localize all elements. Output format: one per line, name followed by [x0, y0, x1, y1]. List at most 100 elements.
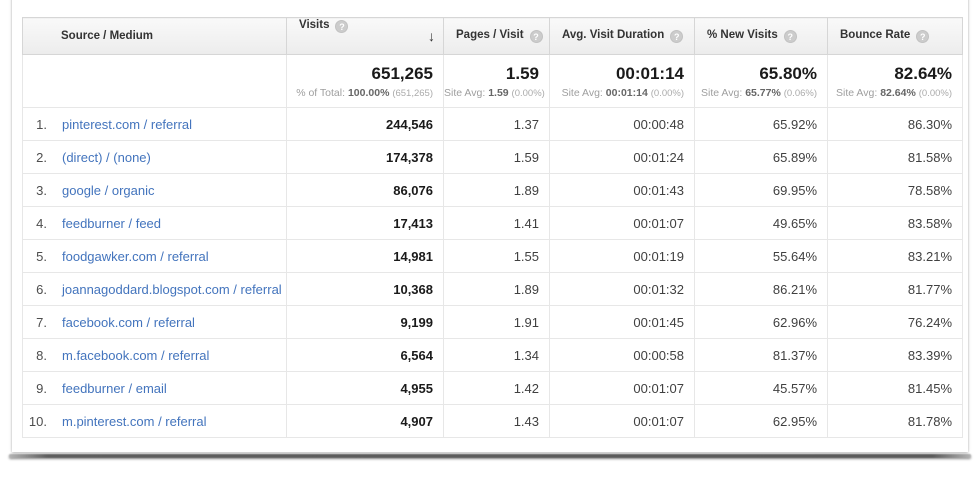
summary-value: 82.64% [894, 64, 952, 83]
help-icon[interactable]: ? [529, 30, 543, 43]
table-row: 6. joannagoddard.blogspot.com / referral … [22, 272, 963, 306]
row-rank: 4. [36, 215, 47, 231]
row-rank: 5. [36, 248, 47, 264]
column-label: Bounce Rate [840, 29, 911, 41]
bounce-rate-cell: 83.58% [827, 206, 963, 240]
summary-subtext: Site Avg: 65.77% (0.06%) [701, 87, 817, 99]
table-row: 10. m.pinterest.com / referral 4,907 1.43… [22, 404, 963, 438]
avg-visit-duration-cell: 00:01:45 [549, 305, 695, 339]
column-header-bounce-rate[interactable]: Bounce Rate? [827, 17, 963, 55]
table-row: 2. (direct) / (none) 174,378 1.59 00:01:2… [22, 140, 963, 174]
source-medium-cell: 4. feedburner / feed [22, 206, 287, 240]
header-row: Source / Medium ↓ Visits? Pages / Visit?… [22, 17, 963, 55]
column-header-visits[interactable]: ↓ Visits? [286, 17, 444, 55]
column-label: Avg. Visit Duration [562, 29, 665, 41]
visits-cell: 174,378 [286, 140, 444, 174]
row-rank: 1. [36, 116, 47, 132]
pct-new-visits-cell: 69.95% [694, 173, 828, 207]
help-icon[interactable]: ? [670, 30, 684, 43]
summary-value: 00:01:14 [615, 64, 684, 83]
summary-subtext: Site Avg: 82.64% (0.00%) [836, 87, 952, 99]
source-medium-link[interactable]: m.pinterest.com / referral [62, 413, 207, 429]
summary-row: 651,265 % of Total: 100.00% (651,265) 1.… [22, 54, 963, 108]
bounce-rate-cell: 83.39% [827, 338, 963, 372]
help-icon[interactable]: ? [916, 30, 930, 43]
pages-per-visit-cell: 1.34 [443, 338, 550, 372]
pct-new-visits-cell: 65.89% [694, 140, 828, 174]
table-row: 4. feedburner / feed 17,413 1.41 00:01:07… [22, 206, 963, 240]
pct-new-visits-cell: 49.65% [694, 206, 828, 240]
summary-visits: 651,265 % of Total: 100.00% (651,265) [286, 54, 444, 108]
row-rank: 2. [36, 149, 47, 165]
bounce-rate-cell: 81.77% [827, 272, 963, 306]
column-header-pct-new-visits[interactable]: % New Visits? [694, 17, 828, 55]
source-medium-link[interactable]: feedburner / feed [62, 215, 162, 231]
avg-visit-duration-cell: 00:00:58 [549, 338, 695, 372]
pages-per-visit-cell: 1.91 [443, 305, 550, 339]
pages-per-visit-cell: 1.43 [443, 404, 550, 438]
pages-per-visit-cell: 1.89 [443, 272, 550, 306]
column-header-source-medium[interactable]: Source / Medium [22, 17, 287, 55]
sort-desc-icon[interactable]: ↓ [428, 27, 435, 44]
source-medium-link[interactable]: m.facebook.com / referral [62, 347, 210, 363]
row-rank: 10. [28, 413, 47, 429]
avg-visit-duration-cell: 00:01:07 [549, 371, 695, 405]
visits-cell: 14,981 [286, 239, 444, 273]
pct-new-visits-cell: 55.64% [694, 239, 828, 273]
table-row: 8. m.facebook.com / referral 6,564 1.34 0… [22, 338, 963, 372]
source-medium-link[interactable]: foodgawker.com / referral [62, 248, 209, 264]
avg-visit-duration-cell: 00:01:19 [549, 239, 695, 273]
help-icon[interactable]: ? [783, 30, 797, 43]
source-medium-link[interactable]: feedburner / email [62, 380, 167, 396]
table-row: 9. feedburner / email 4,955 1.42 00:01:07… [22, 371, 963, 405]
bounce-rate-cell: 86.30% [827, 107, 963, 141]
source-medium-link[interactable]: google / organic [62, 182, 155, 198]
row-rank: 6. [36, 281, 47, 297]
pages-per-visit-cell: 1.55 [443, 239, 550, 273]
avg-visit-duration-cell: 00:01:07 [549, 404, 695, 438]
summary-value: 651,265 [371, 64, 433, 83]
visits-cell: 244,546 [286, 107, 444, 141]
source-medium-cell: 8. m.facebook.com / referral [22, 338, 287, 372]
summary-empty-cell [22, 54, 287, 108]
pct-new-visits-cell: 86.21% [694, 272, 828, 306]
visits-cell: 4,907 [286, 404, 444, 438]
summary-value: 1.59 [505, 64, 539, 83]
pct-new-visits-cell: 81.37% [694, 338, 828, 372]
column-label: Pages / Visit [456, 29, 524, 41]
table-row: 5. foodgawker.com / referral 14,981 1.55 … [22, 239, 963, 273]
source-medium-cell: 9. feedburner / email [22, 371, 287, 405]
summary-bounce-rate: 82.64% Site Avg: 82.64% (0.00%) [827, 54, 963, 108]
pages-per-visit-cell: 1.37 [443, 107, 550, 141]
column-header-avg-visit-duration[interactable]: Avg. Visit Duration? [549, 17, 695, 55]
visits-cell: 10,368 [286, 272, 444, 306]
bounce-rate-cell: 78.58% [827, 173, 963, 207]
source-medium-cell: 3. google / organic [22, 173, 287, 207]
column-header-pages-per-visit[interactable]: Pages / Visit? [443, 17, 550, 55]
table-row: 1. pinterest.com / referral 244,546 1.37 … [22, 107, 963, 141]
source-medium-cell: 2. (direct) / (none) [22, 140, 287, 174]
row-rank: 8. [36, 347, 47, 363]
pages-per-visit-cell: 1.89 [443, 173, 550, 207]
pct-new-visits-cell: 45.57% [694, 371, 828, 405]
bounce-rate-cell: 81.58% [827, 140, 963, 174]
pct-new-visits-cell: 62.96% [694, 305, 828, 339]
visits-cell: 86,076 [286, 173, 444, 207]
avg-visit-duration-cell: 00:00:48 [549, 107, 695, 141]
summary-avg-visit-duration: 00:01:14 Site Avg: 00:01:14 (0.00%) [549, 54, 695, 108]
source-medium-cell: 5. foodgawker.com / referral [22, 239, 287, 273]
source-medium-link[interactable]: joannagoddard.blogspot.com / referral [62, 281, 282, 297]
visits-cell: 9,199 [286, 305, 444, 339]
visits-cell: 4,955 [286, 371, 444, 405]
summary-value: 65.80% [759, 64, 817, 83]
pages-per-visit-cell: 1.42 [443, 371, 550, 405]
visits-cell: 6,564 [286, 338, 444, 372]
summary-pct-new-visits: 65.80% Site Avg: 65.77% (0.06%) [694, 54, 828, 108]
pages-per-visit-cell: 1.41 [443, 206, 550, 240]
source-medium-link[interactable]: (direct) / (none) [62, 149, 151, 165]
source-medium-link[interactable]: facebook.com / referral [62, 314, 195, 330]
row-rank: 3. [36, 182, 47, 198]
help-icon[interactable]: ? [335, 19, 349, 33]
source-medium-link[interactable]: pinterest.com / referral [62, 116, 193, 132]
bounce-rate-cell: 81.45% [827, 371, 963, 405]
